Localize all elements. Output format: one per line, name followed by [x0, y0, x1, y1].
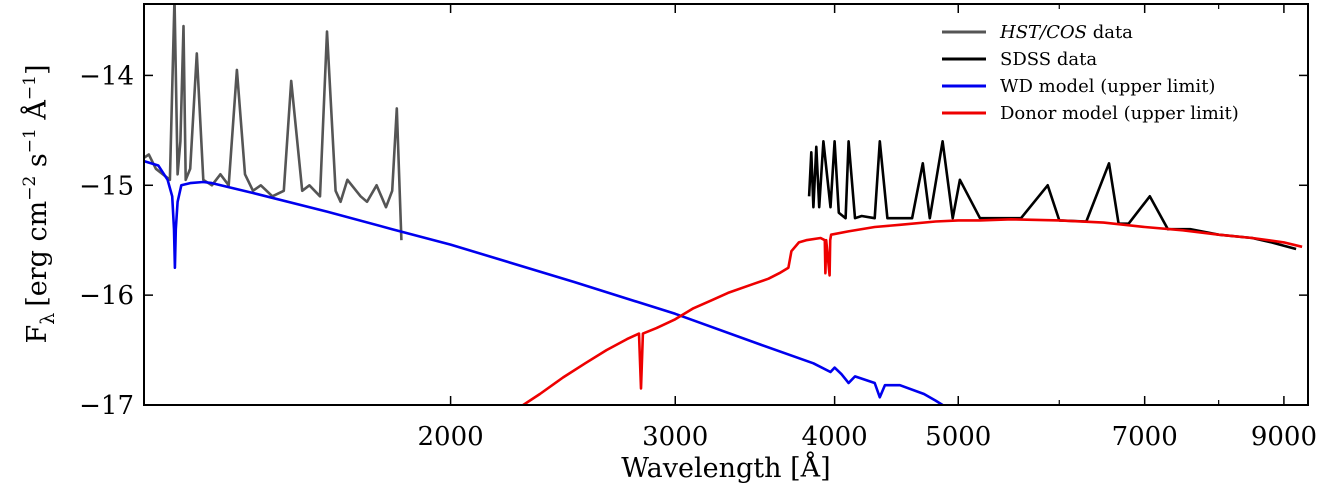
- legend: HST/COS data SDSS data WD model (upper lim…: [942, 22, 1239, 124]
- series-line-donor-model-upper-limit: [522, 218, 1303, 405]
- x-tick-label: 2000: [418, 422, 484, 452]
- plot-frame: [143, 3, 1309, 406]
- x-axis-title: Wavelength [Å]: [621, 451, 830, 484]
- x-tick-label: 4000: [802, 422, 868, 452]
- series-line-wd-model-upper-limit: [144, 159, 964, 405]
- ticks-layer: 2000 3000 4000 5000 7000 9000 −14 −15 −16 −17: [79, 4, 1317, 452]
- series-layer: [144, 4, 1303, 405]
- series-line-hst-cos-data: [144, 4, 403, 241]
- y-axis-title: Fλ[erg cm−2 s−1 Å−1]: [20, 64, 59, 343]
- x-tick-label: 5000: [925, 422, 991, 452]
- legend-label-donor-model-upper-limit: Donor model (upper limit): [1000, 103, 1239, 124]
- x-tick-label: 9000: [1251, 422, 1317, 452]
- x-tick-label: 7000: [1112, 422, 1178, 452]
- y-tick-label: −15: [79, 171, 134, 201]
- x-tick-label: 3000: [642, 422, 708, 452]
- y-tick-label: −17: [79, 391, 134, 421]
- y-tick-label: −14: [79, 61, 134, 91]
- y-tick-label: −16: [79, 281, 134, 311]
- series-line-sdss-data: [807, 140, 1297, 251]
- legend-label-hst-cos-data: HST/COS data: [999, 22, 1133, 43]
- legend-label-wd-model-upper-limit: WD model (upper limit): [1000, 76, 1215, 97]
- legend-label-sdss-data: SDSS data: [1000, 49, 1097, 70]
